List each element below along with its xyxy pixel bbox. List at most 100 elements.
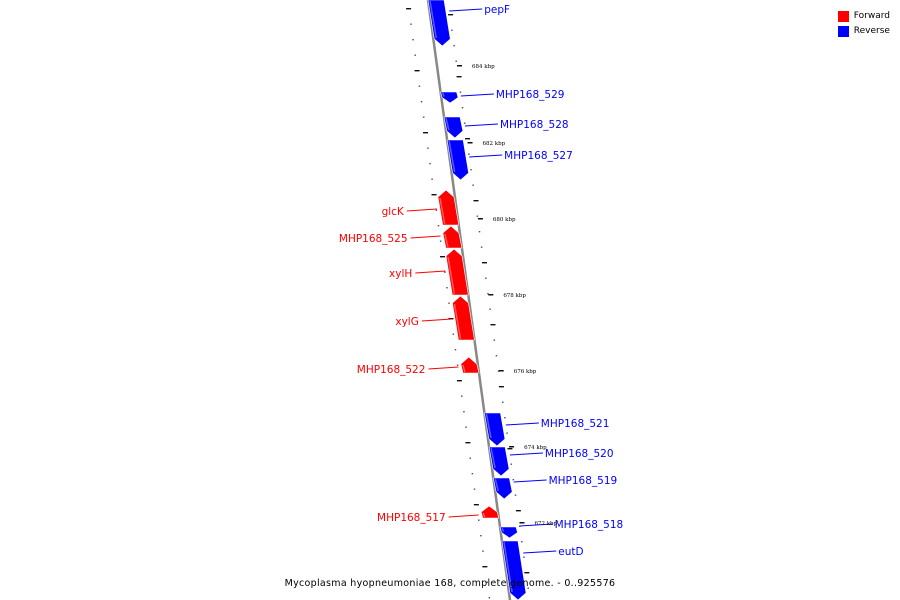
tick-mark-left — [461, 395, 463, 397]
tick-mark-left — [480, 535, 482, 537]
tick-mark-right — [463, 122, 466, 124]
leader-line-MHP168_518 — [519, 523, 553, 527]
tick-mark-right — [527, 587, 529, 589]
tick-mark-left — [471, 473, 474, 475]
kbp-label: 676 kbp — [514, 369, 537, 375]
legend-item-reverse: Reverse — [837, 24, 890, 39]
tick-mark-right — [478, 231, 481, 233]
gene-block-MHP168_517 — [480, 505, 500, 519]
tick-mark-left — [488, 597, 491, 599]
genome-caption: Mycoplasma hyopneumoniae 168, complete g… — [284, 578, 616, 589]
gene-block-MHP168_525 — [442, 225, 463, 249]
gene-highlight — [494, 478, 499, 492]
leader-line-MHP168_529 — [460, 93, 494, 97]
gene-highlight — [485, 413, 492, 439]
tick-mark-right — [515, 510, 521, 512]
gene-block-MHP168_527 — [446, 139, 469, 181]
tick-mark-left — [427, 147, 429, 149]
kbp-tick — [519, 522, 525, 524]
tick-mark-right — [470, 169, 472, 171]
leader-line-MHP168_520 — [509, 452, 543, 456]
gene-block-MHP168_519 — [492, 477, 513, 500]
tick-mark-left — [456, 380, 462, 382]
genome-axis — [426, 0, 512, 600]
gene-label-MHP168_528: MHP168_528 — [500, 119, 569, 131]
tick-mark-right — [514, 494, 517, 496]
tick-mark-right — [448, 14, 454, 16]
tick-mark-right — [461, 107, 464, 109]
gene-block-MHP168_520 — [488, 446, 510, 477]
tick-mark-left — [429, 163, 431, 165]
tick-mark-right — [472, 184, 474, 186]
gene-block-eutD — [501, 540, 527, 600]
tick-mark-right — [468, 153, 470, 155]
kbp-tick — [477, 218, 483, 220]
leader-line-MHP168_517 — [448, 514, 479, 518]
gene-highlight — [482, 512, 486, 518]
kbp-label: 674 kbp — [524, 445, 547, 451]
gene-labels: pepF MHP168_529 MHP168_528 MHP168_527 glcK MH… — [339, 4, 623, 558]
tick-mark-right — [497, 370, 500, 372]
tick-mark-right — [490, 324, 496, 326]
tick-mark-left — [454, 349, 457, 351]
tick-mark-right — [524, 572, 530, 574]
tick-mark-right — [451, 29, 453, 31]
gene-label-eutD: eutD — [558, 546, 583, 558]
tick-mark-right — [476, 215, 479, 217]
gene-highlight — [445, 117, 450, 131]
leader-line-MHP168_521 — [505, 422, 539, 426]
tick-mark-left — [420, 101, 423, 103]
gene-highlight — [444, 233, 449, 248]
kbp-label: 680 kbp — [493, 217, 516, 223]
kbp-label: 684 kbp — [472, 64, 495, 70]
gene-label-MHP168_520: MHP168_520 — [545, 448, 614, 460]
gene-label-MHP168_518: MHP168_518 — [555, 519, 624, 531]
kbp-label: 678 kbp — [503, 293, 526, 299]
leader-line-MHP168_522 — [428, 366, 459, 370]
tick-mark-left — [412, 39, 414, 41]
gene-label-MHP168_522: MHP168_522 — [357, 364, 426, 376]
kbp-tick — [467, 142, 473, 144]
gene-label-xylH: xylH — [389, 268, 412, 280]
tick-mark-right — [453, 45, 455, 47]
kbp-tick — [488, 294, 494, 296]
leader-line-MHP168_519 — [513, 479, 547, 483]
gene-label-MHP168_527: MHP168_527 — [504, 150, 573, 162]
leader-line-MHP168_527 — [469, 154, 503, 158]
tick-mark-left — [482, 566, 488, 568]
tick-mark-left — [486, 581, 488, 583]
tick-mark-right — [489, 308, 491, 310]
tick-mark-left — [439, 256, 445, 258]
tick-mark-right — [507, 448, 513, 450]
leader-line-MHP168_528 — [464, 123, 498, 127]
gene-label-xylG: xylG — [395, 316, 418, 328]
kbp-tick — [509, 446, 515, 448]
legend: Forward Reverse — [837, 9, 890, 39]
legend-label-reverse: Reverse — [853, 26, 890, 36]
legend-item-forward: Forward — [837, 9, 890, 24]
gene-highlight — [447, 256, 456, 295]
gene-label-MHP168_519: MHP168_519 — [549, 475, 618, 487]
gene-highlight — [453, 303, 462, 340]
tick-mark-right — [487, 293, 489, 295]
tick-mark-left — [431, 178, 433, 180]
gene-highlight — [462, 364, 466, 373]
tick-mark-left — [477, 519, 480, 521]
tick-mark-right — [495, 355, 498, 357]
gene-block-MHP168_522 — [460, 356, 480, 374]
tick-mark-right — [510, 463, 513, 465]
tick-mark-left — [448, 302, 450, 304]
gene-label-glcK: glcK — [382, 206, 405, 218]
tick-mark-right — [493, 339, 496, 341]
tick-mark-right — [481, 262, 487, 264]
gene-block-MHP168_529 — [440, 91, 459, 104]
tick-mark-left — [473, 504, 479, 506]
tick-mark-left — [414, 54, 416, 56]
tick-mark-left — [465, 426, 467, 428]
tick-mark-left — [444, 271, 446, 273]
gene-highlight — [503, 541, 513, 593]
leader-line-MHP168_525 — [410, 235, 441, 239]
tick-mark-right — [465, 138, 471, 140]
tick-mark-left — [410, 23, 412, 25]
tick-mark-right — [521, 541, 523, 543]
